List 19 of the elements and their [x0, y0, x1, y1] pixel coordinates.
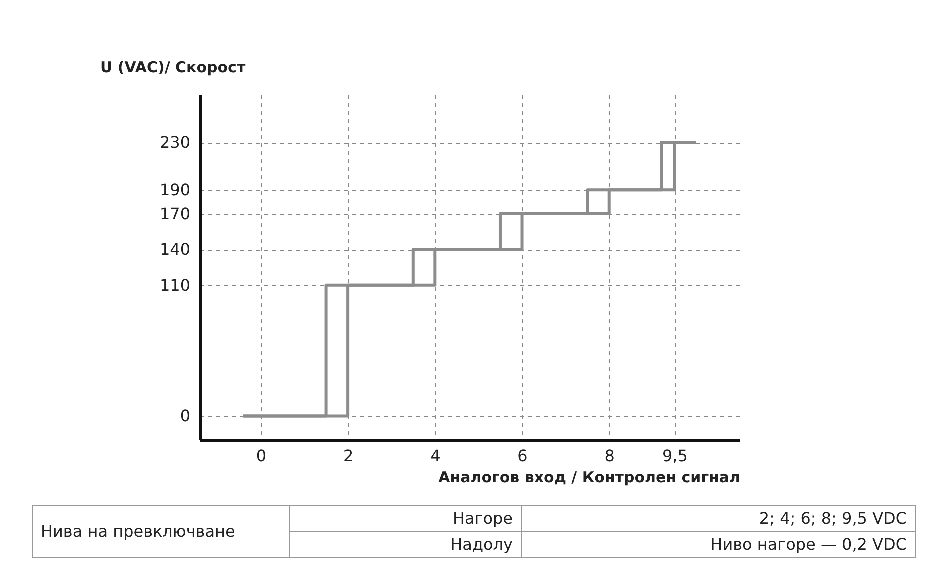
y-tick-label: 230: [160, 133, 190, 152]
x-tick-label: 2: [343, 446, 354, 466]
x-axis-title: Аналогов вход / Контролен сигнал: [438, 468, 740, 486]
text: 2; 4; 6; 8; 9,5 VDC: [522, 506, 916, 532]
x-tick-label: 0: [256, 446, 267, 466]
y-axis-title: U (VAC)/ Скорост: [100, 58, 246, 76]
x-tick-label: 8: [604, 446, 615, 466]
y-tick-label: 170: [160, 204, 190, 224]
text: Нагоре: [290, 506, 522, 532]
y-tick-label: 190: [160, 180, 190, 200]
x-tick-label: 4: [430, 446, 441, 466]
text: Надолу: [290, 532, 522, 558]
y-tick-label: 140: [160, 240, 190, 260]
text: Ниво нагоре — 0,2 VDC: [522, 532, 916, 558]
y-tick-label: 110: [160, 276, 190, 295]
x-tick-label: 6: [518, 446, 528, 466]
y-tick-label: 0: [180, 406, 190, 426]
x-tick-label: 9,5: [662, 446, 688, 466]
text: Нива на превключване: [32, 506, 290, 558]
